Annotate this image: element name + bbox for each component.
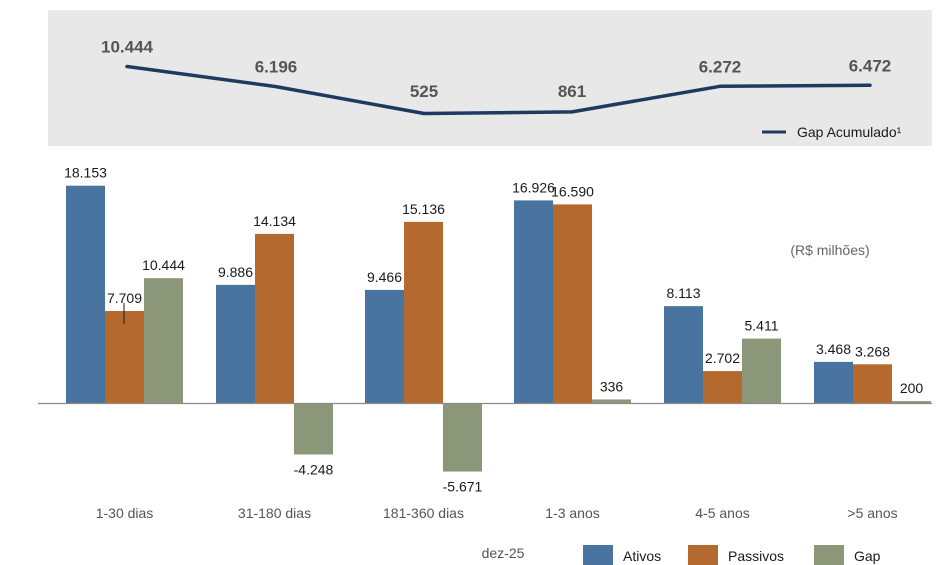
bar-gap-1-3-anos xyxy=(592,399,631,404)
bar-passivos-181-360-dias xyxy=(404,221,443,404)
bar-label-gap-1-30-dias: 10.444 xyxy=(142,257,185,273)
cumulative-gap-line-chart: 10.444 6.196 525 861 6.272 6.472 xyxy=(101,38,892,116)
unit-note: (R$ milhões) xyxy=(790,242,869,258)
legend-swatch-ativos xyxy=(583,545,613,565)
bar-label-ativos-31-180-dias: 9.886 xyxy=(218,264,253,280)
category-label-31-180-dias: 31-180 dias xyxy=(238,505,311,521)
bar-passivos-1-3-anos xyxy=(553,204,592,404)
category-label-181-360-dias: 181-360 dias xyxy=(383,505,464,521)
legend-label-passivos: Passivos xyxy=(728,548,784,564)
bar-label-ativos-4-5-anos: 8.113 xyxy=(667,285,701,301)
bar-label-ativos-1-30-dias: 18.153 xyxy=(64,165,107,181)
line-legend-label: Gap Acumulado¹ xyxy=(797,124,902,140)
bar-label-passivos-31-180-dias: 14.134 xyxy=(253,213,296,229)
cumulative-gap-label-1-30-dias: 10.444 xyxy=(101,38,154,57)
category-label-4-5-anos: 4-5 anos xyxy=(695,505,749,521)
bar-legend: Ativos Passivos Gap xyxy=(583,545,881,565)
bar-passivos-1-30-dias xyxy=(105,310,144,404)
bar-gap-1-30-dias xyxy=(144,278,183,404)
bar-ativos-31-180-dias xyxy=(216,284,255,404)
cumulative-gap-label-5-anos: 6.472 xyxy=(849,56,892,75)
bar-gap-5-anos xyxy=(892,401,931,404)
bar-passivos-31-180-dias xyxy=(255,233,294,404)
bar-gap-4-5-anos xyxy=(742,338,781,404)
bar-label-gap-1-3-anos: 336 xyxy=(600,378,624,394)
bar-label-ativos-181-360-dias: 9.466 xyxy=(367,269,402,285)
cumulative-gap-label-4-5-anos: 6.272 xyxy=(699,57,742,76)
bar-label-passivos-5-anos: 3.268 xyxy=(855,343,890,359)
bar-label-gap-31-180-dias: -4.248 xyxy=(294,461,334,477)
bar-ativos-1-3-anos xyxy=(514,200,553,404)
bar-label-gap-181-360-dias: -5.671 xyxy=(443,479,483,495)
maturity-bar-chart: 18.153 7.709 10.444 1-30 dias 9.886 14.134 -4.… xyxy=(64,165,931,521)
bar-gap-31-180-dias xyxy=(294,403,333,455)
bar-passivos-4-5-anos xyxy=(703,371,742,404)
legend-swatch-passivos xyxy=(688,545,718,565)
bar-label-ativos-5-anos: 3.468 xyxy=(816,341,851,357)
bar-ativos-1-30-dias xyxy=(66,185,105,404)
bar-label-gap-5-anos: 200 xyxy=(900,380,924,396)
bar-gap-181-360-dias xyxy=(443,403,482,472)
legend-swatch-gap xyxy=(814,545,844,565)
bar-ativos-4-5-anos xyxy=(664,306,703,404)
cumulative-gap-label-31-180-dias: 6.196 xyxy=(255,58,298,77)
category-label-5-anos: >5 anos xyxy=(847,505,897,521)
bar-label-passivos-1-3-anos: 16.590 xyxy=(551,183,594,199)
bar-label-passivos-4-5-anos: 2.702 xyxy=(705,350,740,366)
cumulative-gap-label-1-3-anos: 861 xyxy=(558,82,586,101)
legend-label-gap: Gap xyxy=(854,548,881,564)
category-label-1-3-anos: 1-3 anos xyxy=(545,505,599,521)
bar-ativos-5-anos xyxy=(814,361,853,404)
line-legend: Gap Acumulado¹ xyxy=(762,124,902,140)
period-label: dez-25 xyxy=(482,545,525,561)
bar-ativos-181-360-dias xyxy=(365,289,404,404)
bar-label-ativos-1-3-anos: 16.926 xyxy=(512,179,555,195)
bar-label-gap-4-5-anos: 5.411 xyxy=(745,318,779,334)
cumulative-gap-line xyxy=(125,64,872,116)
bar-label-passivos-1-30-dias: 7.709 xyxy=(107,290,142,306)
bar-passivos-5-anos xyxy=(853,364,892,404)
category-label-1-30-dias: 1-30 dias xyxy=(96,505,154,521)
legend-label-ativos: Ativos xyxy=(623,548,661,564)
bar-label-passivos-181-360-dias: 15.136 xyxy=(402,201,445,217)
cumulative-gap-label-181-360-dias: 525 xyxy=(410,82,438,101)
cumulative-gap-panel xyxy=(48,10,932,146)
